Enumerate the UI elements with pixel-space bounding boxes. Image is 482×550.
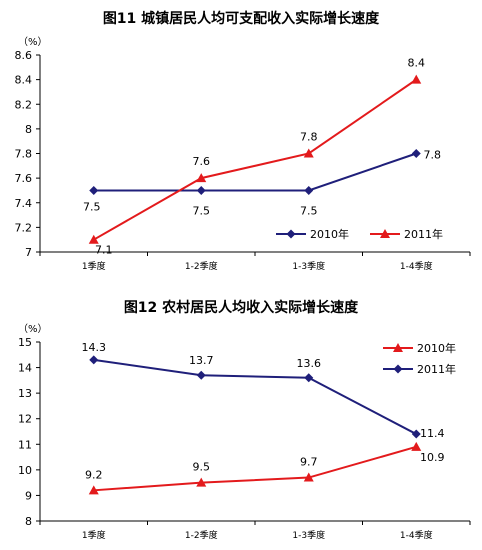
chart-urban-income-growth: （%） 7 7.2 7.4 7.6 7.8 8 8.2 8.4 8.6 1季度 1-2季度 1-3季度 1… bbox=[15, 36, 471, 272]
data-label: 10.9 bbox=[420, 451, 445, 464]
x-tick-label: 1季度 bbox=[82, 529, 106, 541]
data-point bbox=[88, 485, 99, 495]
data-label: 7.8 bbox=[300, 131, 318, 144]
y-tick-label: 11 bbox=[18, 438, 32, 451]
y-axis-unit: （%） bbox=[18, 36, 48, 48]
y-tick-label: 8 bbox=[25, 515, 32, 528]
y-tick-label: 7 bbox=[25, 246, 32, 259]
y-tick-label: 14 bbox=[18, 362, 32, 375]
y-tick-label: 7.8 bbox=[15, 148, 33, 161]
x-tick-label: 1季度 bbox=[82, 260, 106, 272]
legend-marker bbox=[393, 343, 403, 352]
chart-title: 图12 农村居民人均收入实际增长速度 bbox=[123, 300, 359, 316]
data-point bbox=[196, 185, 206, 195]
y-tick-label: 8.2 bbox=[15, 98, 33, 111]
data-point bbox=[89, 185, 99, 195]
x-tick-label: 1-2季度 bbox=[185, 260, 218, 272]
series-line bbox=[93, 152, 417, 192]
legend-label: 2011年 bbox=[417, 362, 456, 376]
data-label: 7.5 bbox=[300, 204, 318, 217]
data-point bbox=[196, 477, 207, 487]
data-label: 7.5 bbox=[193, 204, 211, 217]
y-tick-label: 12 bbox=[18, 413, 32, 426]
legend-marker bbox=[393, 364, 403, 374]
data-point bbox=[196, 370, 206, 380]
data-point bbox=[411, 441, 422, 451]
data-point bbox=[89, 355, 99, 365]
legend-label: 2010年 bbox=[417, 341, 456, 355]
data-label: 14.3 bbox=[82, 341, 107, 354]
data-label: 13.7 bbox=[189, 354, 214, 367]
y-tick-label: 7.4 bbox=[15, 197, 33, 210]
data-label: 7.6 bbox=[193, 155, 211, 168]
legend-marker bbox=[380, 229, 390, 238]
series-line bbox=[93, 358, 417, 435]
data-label: 8.4 bbox=[408, 57, 426, 70]
data-label: 7.8 bbox=[424, 149, 442, 162]
legend-label: 2010年 bbox=[310, 227, 349, 241]
data-point bbox=[304, 185, 314, 195]
data-point bbox=[88, 234, 99, 244]
y-tick-label: 10 bbox=[18, 464, 32, 477]
data-label: 7.1 bbox=[95, 244, 113, 257]
y-tick-label: 8 bbox=[25, 123, 32, 136]
data-label: 9.2 bbox=[85, 468, 103, 481]
data-point bbox=[304, 373, 314, 383]
data-point bbox=[411, 74, 422, 84]
y-tick-label: 7.2 bbox=[15, 221, 33, 234]
data-label: 9.7 bbox=[300, 456, 318, 469]
data-point bbox=[411, 429, 421, 439]
series-line bbox=[93, 445, 417, 492]
data-label: 9.5 bbox=[193, 461, 211, 474]
y-tick-label: 15 bbox=[18, 336, 32, 349]
legend-marker bbox=[286, 229, 296, 239]
y-tick-label: 8.4 bbox=[15, 74, 33, 87]
y-tick-label: 7.6 bbox=[15, 172, 33, 185]
data-point bbox=[303, 148, 314, 158]
x-tick-label: 1-4季度 bbox=[400, 529, 433, 541]
data-label: 7.5 bbox=[83, 200, 101, 213]
data-label: 13.6 bbox=[297, 357, 322, 370]
x-tick-label: 1-4季度 bbox=[400, 260, 433, 272]
x-tick-label: 1-2季度 bbox=[185, 529, 218, 541]
series-line bbox=[93, 78, 417, 241]
data-point bbox=[303, 472, 314, 482]
data-point bbox=[196, 173, 207, 183]
data-label: 11.4 bbox=[420, 427, 445, 440]
y-tick-label: 9 bbox=[25, 489, 32, 502]
data-point bbox=[411, 149, 421, 158]
y-tick-label: 8.6 bbox=[15, 49, 33, 62]
x-tick-label: 1-3季度 bbox=[292, 529, 325, 541]
y-tick-label: 13 bbox=[18, 387, 32, 400]
chart-title: 图11 城镇居民人均可支配收入实际增长速度 bbox=[102, 11, 380, 27]
y-axis-unit: （%） bbox=[18, 323, 48, 335]
x-tick-label: 1-3季度 bbox=[292, 260, 325, 272]
legend-label: 2011年 bbox=[404, 227, 443, 241]
